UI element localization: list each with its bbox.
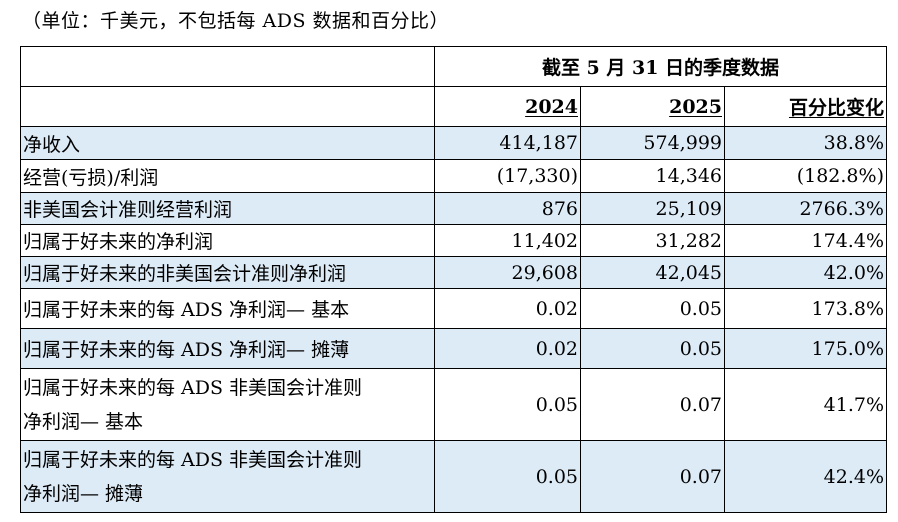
row-label-line: 归属于好未来的每 ADS 非美国会计准则 [23,448,363,471]
value-change: 173.8% [724,288,887,329]
table-row: 经营(亏损)/利润 (17,330) 14,346 (182.8%) [20,159,887,193]
table-row: 归属于好未来的每 ADS 净利润— 摊薄 0.02 0.05 175.0% [20,328,887,369]
table-row: 净收入 414,187 574,999 38.8% [20,126,887,160]
financial-table: 截至 5 月 31 日的季度数据 2024 2025 百分比变化 净收入 414… [20,46,887,513]
row-label: 归属于好未来的非美国会计准则净利润 [20,256,435,289]
value-2025: 0.07 [580,440,725,513]
value-2025: 31,282 [580,224,725,257]
table-row: 归属于好未来的每 ADS 净利润— 基本 0.02 0.05 173.8% [20,288,887,329]
header-2024: 2024 [434,86,581,127]
value-2024: (17,330) [434,159,581,193]
header-period: 截至 5 月 31 日的季度数据 [434,46,887,87]
value-change: 2766.3% [724,192,887,225]
row-label: 经营(亏损)/利润 [20,159,435,193]
row-label: 归属于好未来的每 ADS 非美国会计准则 净利润— 摊薄 [20,440,435,513]
table-row: 归属于好未来的非美国会计准则净利润 29,608 42,045 42.0% [20,256,887,289]
row-label: 归属于好未来的每 ADS 净利润— 摊薄 [20,328,435,369]
row-label: 归属于好未来的每 ADS 非美国会计准则 净利润— 基本 [20,368,435,441]
row-label: 非美国会计准则经营利润 [20,192,435,225]
value-change: 38.8% [724,126,887,160]
value-2025: 0.05 [580,328,725,369]
table-row: 归属于好未来的净利润 11,402 31,282 174.4% [20,224,887,257]
value-2024: 0.02 [434,288,581,329]
header-blank-cell [20,86,435,127]
value-2024: 0.05 [434,440,581,513]
row-label-line: 净利润— 摊薄 [23,482,144,505]
value-change: 42.4% [724,440,887,513]
value-change: 175.0% [724,328,887,369]
value-2024: 29,608 [434,256,581,289]
value-2024: 11,402 [434,224,581,257]
value-2025: 0.07 [580,368,725,441]
header-period-row: 截至 5 月 31 日的季度数据 [20,46,887,87]
value-2024: 0.02 [434,328,581,369]
value-2025: 574,999 [580,126,725,160]
row-label: 归属于好未来的每 ADS 净利润— 基本 [20,288,435,329]
value-2025: 25,109 [580,192,725,225]
value-change: 41.7% [724,368,887,441]
table-row: 归属于好未来的每 ADS 非美国会计准则 净利润— 基本 0.05 0.07 4… [20,368,887,441]
value-2024: 414,187 [434,126,581,160]
header-year-row: 2024 2025 百分比变化 [20,86,887,127]
value-2025: 0.05 [580,288,725,329]
row-label-line: 归属于好未来的每 ADS 非美国会计准则 [23,376,363,399]
header-change: 百分比变化 [724,86,887,127]
row-label-line: 净利润— 基本 [23,410,144,433]
header-2025: 2025 [580,86,725,127]
value-change: (182.8%) [724,159,887,193]
value-change: 174.4% [724,224,887,257]
row-label: 归属于好未来的净利润 [20,224,435,257]
unit-note: （单位：千美元，不包括每 ADS 数据和百分比） [22,10,450,32]
table-row: 非美国会计准则经营利润 876 25,109 2766.3% [20,192,887,225]
table-row: 归属于好未来的每 ADS 非美国会计准则 净利润— 摊薄 0.05 0.07 4… [20,440,887,513]
row-label: 净收入 [20,126,435,160]
value-2025: 42,045 [580,256,725,289]
value-2025: 14,346 [580,159,725,193]
header-blank-cell [20,46,435,87]
value-change: 42.0% [724,256,887,289]
value-2024: 0.05 [434,368,581,441]
value-2024: 876 [434,192,581,225]
